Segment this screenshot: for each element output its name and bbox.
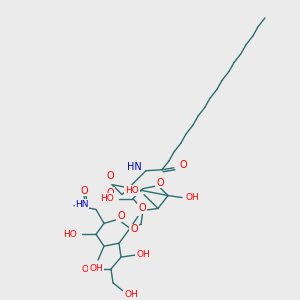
- Text: O: O: [156, 178, 164, 188]
- Text: OH: OH: [81, 265, 95, 274]
- Text: O: O: [106, 188, 114, 198]
- Text: OH: OH: [185, 193, 199, 202]
- Text: O: O: [130, 224, 138, 234]
- Text: HO: HO: [125, 186, 139, 195]
- Text: O: O: [106, 171, 114, 181]
- Text: HN: HN: [75, 200, 89, 209]
- Text: O: O: [117, 212, 125, 221]
- Text: HO: HO: [100, 194, 114, 203]
- Text: OH: OH: [124, 290, 138, 299]
- Text: OH: OH: [136, 250, 150, 259]
- Text: O: O: [138, 203, 146, 214]
- Text: HN: HN: [127, 162, 141, 172]
- Text: OH: OH: [89, 263, 103, 272]
- Text: O: O: [179, 160, 187, 170]
- Text: HO: HO: [63, 230, 77, 239]
- Text: O: O: [80, 186, 88, 196]
